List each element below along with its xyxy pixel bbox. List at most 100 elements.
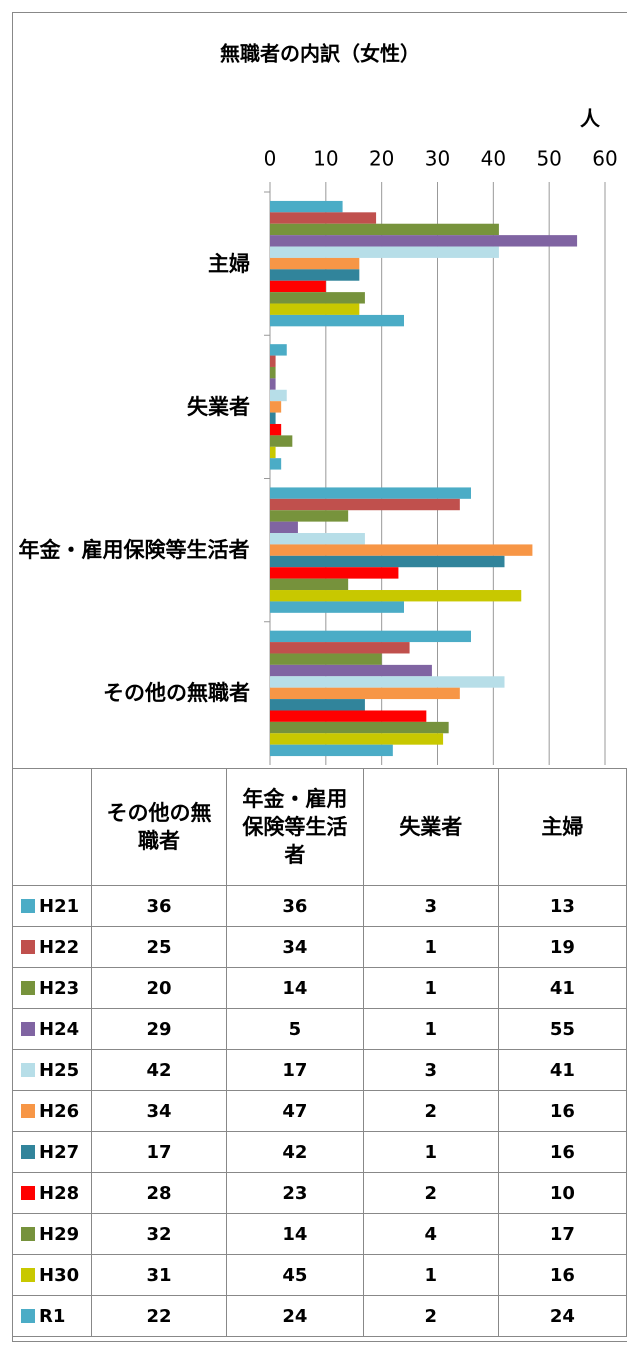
table-value: 1 bbox=[362, 967, 499, 1009]
bar bbox=[270, 257, 360, 270]
legend-cell: H30 bbox=[11, 1254, 93, 1296]
bar bbox=[270, 378, 276, 390]
table-value: 16 bbox=[497, 1090, 627, 1132]
category-label: 年金・雇用保険等生活者 bbox=[18, 538, 250, 563]
x-tick-label: 20 bbox=[369, 147, 394, 171]
data-row: H28 28 23 2 10 bbox=[11, 1172, 627, 1214]
legend-swatch bbox=[21, 1062, 35, 1077]
bar bbox=[270, 601, 404, 613]
bar bbox=[270, 355, 276, 367]
legend-swatch bbox=[21, 1226, 35, 1241]
table-value: 29 bbox=[91, 1008, 227, 1050]
table-value: 42 bbox=[225, 1131, 364, 1173]
table-value: 42 bbox=[91, 1049, 227, 1091]
table-value: 1 bbox=[362, 1008, 499, 1050]
bar bbox=[270, 458, 282, 470]
bar bbox=[270, 423, 282, 436]
column-header: 失業者 bbox=[362, 768, 499, 886]
x-tick-label: 0 bbox=[264, 147, 277, 171]
corner-cell bbox=[11, 768, 93, 886]
category-label: 主婦 bbox=[208, 251, 250, 276]
table-value: 17 bbox=[497, 1213, 627, 1255]
legend-cell: H27 bbox=[11, 1131, 93, 1173]
column-header: 主婦 bbox=[497, 768, 627, 886]
table-value: 20 bbox=[91, 967, 227, 1009]
bar bbox=[270, 401, 282, 413]
table-value: 28 bbox=[91, 1172, 227, 1214]
bar bbox=[270, 653, 382, 665]
table-value: 16 bbox=[497, 1254, 627, 1296]
legend-swatch bbox=[21, 1267, 35, 1282]
table-value: 17 bbox=[91, 1131, 227, 1173]
table-value: 25 bbox=[91, 926, 227, 968]
table-value: 36 bbox=[91, 885, 227, 927]
legend-cell: H25 bbox=[11, 1049, 93, 1091]
table-value: 36 bbox=[225, 885, 364, 927]
table-value: 14 bbox=[225, 1213, 364, 1255]
bar bbox=[270, 366, 276, 379]
bar bbox=[270, 389, 287, 402]
legend-label: H25 bbox=[39, 1059, 80, 1081]
legend-cell: H23 bbox=[11, 967, 93, 1009]
legend-label: R1 bbox=[39, 1305, 66, 1327]
data-row: R1 22 24 2 24 bbox=[11, 1295, 627, 1337]
bar bbox=[270, 710, 427, 722]
table-value: 31 bbox=[91, 1254, 227, 1296]
table-value: 32 bbox=[91, 1213, 227, 1255]
category-label: その他の無職者 bbox=[103, 681, 250, 706]
table-value: 41 bbox=[497, 967, 627, 1009]
column-header: 年金・雇用保険等生活者 bbox=[225, 768, 364, 886]
table-value: 13 bbox=[497, 885, 627, 927]
data-row: H22 25 34 1 19 bbox=[11, 926, 627, 968]
bar bbox=[270, 412, 276, 424]
table-value: 3 bbox=[362, 1049, 499, 1091]
legend-label: H27 bbox=[39, 1141, 80, 1163]
bar bbox=[270, 498, 460, 511]
legend-label: H28 bbox=[39, 1182, 80, 1204]
bar bbox=[270, 235, 578, 247]
legend-cell: H26 bbox=[11, 1090, 93, 1132]
legend-swatch bbox=[21, 898, 35, 913]
legend-label: H24 bbox=[39, 1018, 80, 1040]
legend-cell: H24 bbox=[11, 1008, 93, 1050]
bar bbox=[270, 435, 293, 447]
table-value: 41 bbox=[497, 1049, 627, 1091]
bar bbox=[270, 555, 505, 568]
bar bbox=[270, 578, 349, 591]
bar bbox=[270, 721, 449, 734]
table-value: 34 bbox=[91, 1090, 227, 1132]
table-value: 2 bbox=[362, 1172, 499, 1214]
table-value: 5 bbox=[225, 1008, 364, 1050]
table-value: 16 bbox=[497, 1131, 627, 1173]
bar bbox=[270, 510, 349, 522]
legend-swatch bbox=[21, 1308, 35, 1323]
bar bbox=[270, 269, 360, 281]
bar bbox=[270, 487, 471, 499]
legend-cell: R1 bbox=[11, 1295, 93, 1337]
bar bbox=[270, 212, 377, 224]
table-value: 17 bbox=[225, 1049, 364, 1091]
legend-cell: H29 bbox=[11, 1213, 93, 1255]
legend-swatch bbox=[21, 980, 35, 995]
table-value: 23 bbox=[225, 1172, 364, 1214]
bar bbox=[270, 303, 360, 315]
legend-label: H22 bbox=[39, 936, 80, 958]
bar bbox=[270, 280, 326, 293]
data-row: H25 42 17 3 41 bbox=[11, 1049, 627, 1091]
bar bbox=[270, 200, 343, 213]
table-value: 1 bbox=[362, 1254, 499, 1296]
bar bbox=[270, 521, 298, 534]
table-value: 22 bbox=[91, 1295, 227, 1337]
bar bbox=[270, 630, 471, 643]
table-value: 4 bbox=[362, 1213, 499, 1255]
chart: 無職者の内訳（女性） 人 0 10 20 30 40 50 60 bbox=[220, 42, 618, 765]
table-value: 45 bbox=[225, 1254, 364, 1296]
legend-label: H23 bbox=[39, 977, 80, 999]
data-row: H27 17 42 1 16 bbox=[11, 1131, 627, 1173]
table-value: 47 bbox=[225, 1090, 364, 1132]
legend-label: H30 bbox=[39, 1264, 80, 1286]
bar bbox=[270, 223, 499, 236]
x-tick-label: 60 bbox=[592, 147, 617, 171]
legend-swatch bbox=[21, 1144, 35, 1159]
